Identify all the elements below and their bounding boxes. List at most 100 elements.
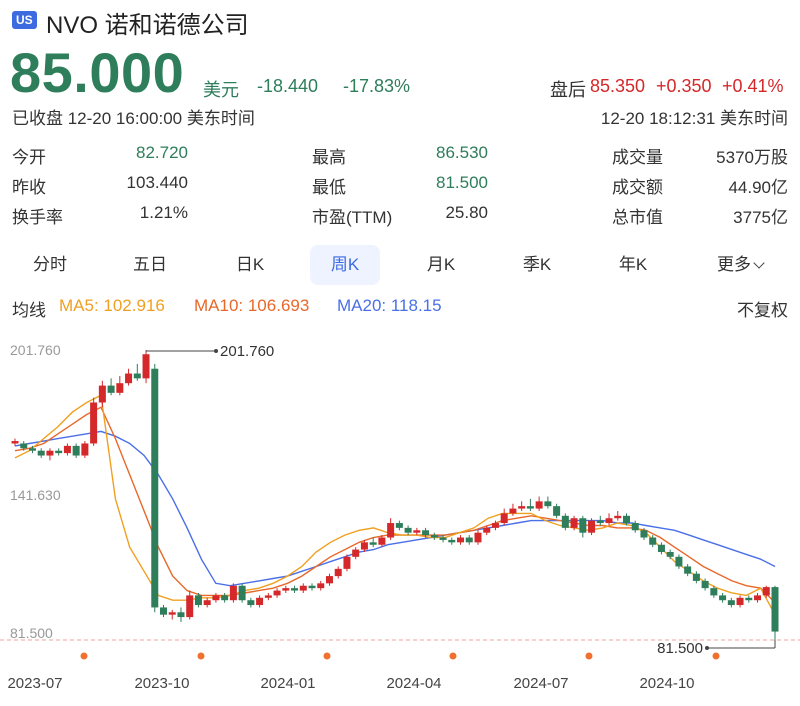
- tab-label: 日K: [235, 255, 265, 274]
- candle-body: [509, 508, 517, 514]
- x-tick-label: 2024-01: [260, 675, 315, 692]
- event-dot: [323, 652, 331, 660]
- candle-body: [649, 537, 657, 545]
- ma5-value: MA5: 102.916: [59, 296, 165, 315]
- candle-body: [526, 506, 534, 509]
- ma20-value: MA20: 118.15: [337, 296, 442, 315]
- candle-body: [55, 450, 63, 454]
- tab-5[interactable]: 季K: [502, 245, 572, 285]
- candle-body: [352, 549, 360, 557]
- candle-body: [614, 515, 622, 519]
- price-change-pct: -17.83%: [343, 76, 411, 96]
- candle-body: [596, 520, 604, 524]
- candle-body: [247, 600, 255, 606]
- candle-body: [553, 506, 561, 516]
- tab-label: 月K: [426, 255, 456, 274]
- stat-value: 1.21%: [139, 203, 188, 222]
- y-tick-label: 201.760: [10, 342, 61, 358]
- x-tick-label: 2024-04: [386, 675, 441, 692]
- y-tick-label: 141.630: [10, 487, 61, 503]
- candle-body: [168, 612, 176, 615]
- candle-body: [430, 535, 438, 538]
- candle-body: [20, 443, 28, 449]
- tab-3[interactable]: 周K: [310, 245, 380, 285]
- tab-0[interactable]: 分时: [15, 245, 85, 285]
- candle-body: [439, 537, 447, 540]
- tab-2[interactable]: 日K: [215, 245, 285, 285]
- event-dot: [80, 652, 88, 660]
- candle-body: [754, 595, 762, 601]
- close-status: 已收盘 12-20 16:00:00 美东时间: [12, 109, 255, 128]
- tab-4[interactable]: 月K: [406, 245, 476, 285]
- after-hours-label: 盘后: [550, 80, 586, 100]
- candle-body: [63, 445, 71, 454]
- candle-body: [37, 450, 45, 456]
- stat-value: 25.80: [445, 203, 488, 222]
- event-dot: [449, 652, 457, 660]
- candle-body: [291, 588, 299, 591]
- stat-label: 市盈(TTM): [312, 208, 393, 227]
- candle-body: [282, 588, 290, 591]
- candle-body: [675, 556, 683, 567]
- candle-body: [125, 373, 133, 384]
- stat-value: 3775亿: [733, 208, 788, 227]
- candle-body: [81, 443, 89, 456]
- tab-label: 五日: [133, 255, 167, 274]
- candle-body: [483, 527, 491, 533]
- candle-body: [710, 588, 718, 596]
- candle-body: [264, 595, 272, 598]
- stat-value: 5370万股: [716, 148, 788, 167]
- candle-body: [46, 450, 54, 456]
- stat-value: 103.440: [126, 173, 188, 192]
- tab-label: 年K: [618, 255, 648, 274]
- ma10-line: [14, 406, 776, 604]
- ma-label: 均线: [12, 301, 46, 320]
- event-dot: [197, 652, 205, 660]
- stat-label: 昨收: [12, 178, 46, 197]
- tab-label: 更多: [717, 255, 751, 274]
- candle-body: [229, 585, 237, 601]
- candle-body: [343, 556, 351, 569]
- candle-body: [771, 587, 779, 632]
- candle-body: [203, 600, 211, 606]
- candle-body: [518, 506, 526, 509]
- candle-body: [500, 513, 508, 524]
- after-hours-time: 12-20 18:12:31 美东时间: [600, 109, 788, 128]
- tab-6[interactable]: 年K: [598, 245, 668, 285]
- candle-body: [579, 518, 587, 533]
- candle-body: [692, 573, 700, 581]
- candle-body: [238, 585, 246, 601]
- candle-body: [491, 523, 499, 528]
- current-price: 85.000: [10, 41, 185, 104]
- x-tick-label: 2024-07: [513, 675, 568, 692]
- candle-body: [325, 576, 333, 584]
- candle-body: [387, 523, 395, 538]
- tab-label: 季K: [522, 255, 552, 274]
- price-change: -18.440: [257, 76, 319, 96]
- candle-body: [474, 532, 482, 543]
- candlestick-chart[interactable]: 201.760 141.630 81.500 201.760 81.500 2023-07…: [0, 330, 800, 706]
- stat-label: 最高: [312, 148, 346, 167]
- stat-value: 44.90亿: [728, 178, 788, 197]
- stat-label: 成交量: [612, 148, 663, 167]
- stat-label: 最低: [312, 178, 346, 197]
- candle-body: [719, 595, 727, 601]
- tab-7[interactable]: 更多: [705, 245, 775, 285]
- candle-body: [107, 385, 115, 393]
- candle-body: [177, 612, 185, 618]
- candle-body: [448, 539, 456, 543]
- candle-body: [605, 518, 613, 524]
- candle-body: [561, 515, 569, 528]
- candle-body: [588, 520, 596, 533]
- candle-body: [701, 580, 709, 589]
- candle-body: [684, 566, 692, 574]
- event-dot: [585, 652, 593, 660]
- candle-body: [395, 523, 403, 528]
- adjust-toggle[interactable]: 不复权: [737, 301, 788, 320]
- candle-body: [622, 515, 630, 524]
- candle-body: [160, 607, 168, 615]
- candle-body: [11, 441, 19, 444]
- min-pointer-dot: [705, 646, 709, 650]
- tab-1[interactable]: 五日: [115, 245, 185, 285]
- tab-label: 分时: [33, 255, 67, 274]
